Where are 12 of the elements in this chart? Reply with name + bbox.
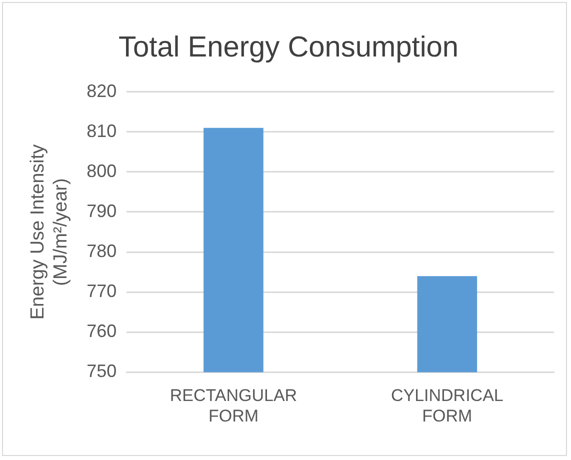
y-tick-label: 770 <box>86 281 117 302</box>
x-tick-label: CYLINDRICAL FORM <box>390 386 504 426</box>
y-tick-label: 760 <box>86 321 117 342</box>
y-tick-label: 820 <box>86 80 117 101</box>
y-tick-label: 790 <box>86 200 117 221</box>
chart-title: Total Energy Consumption <box>118 31 459 64</box>
y-tick-label: 750 <box>86 361 117 382</box>
y-tick-label: 800 <box>86 160 117 181</box>
y-axis-title: Energy Use Intensity (MJ/m²/year) <box>28 144 72 320</box>
x-tick-label: RECTANGULAR FORM <box>170 386 298 426</box>
y-tick-label: 810 <box>86 120 117 141</box>
y-tick-label: 780 <box>86 240 117 261</box>
